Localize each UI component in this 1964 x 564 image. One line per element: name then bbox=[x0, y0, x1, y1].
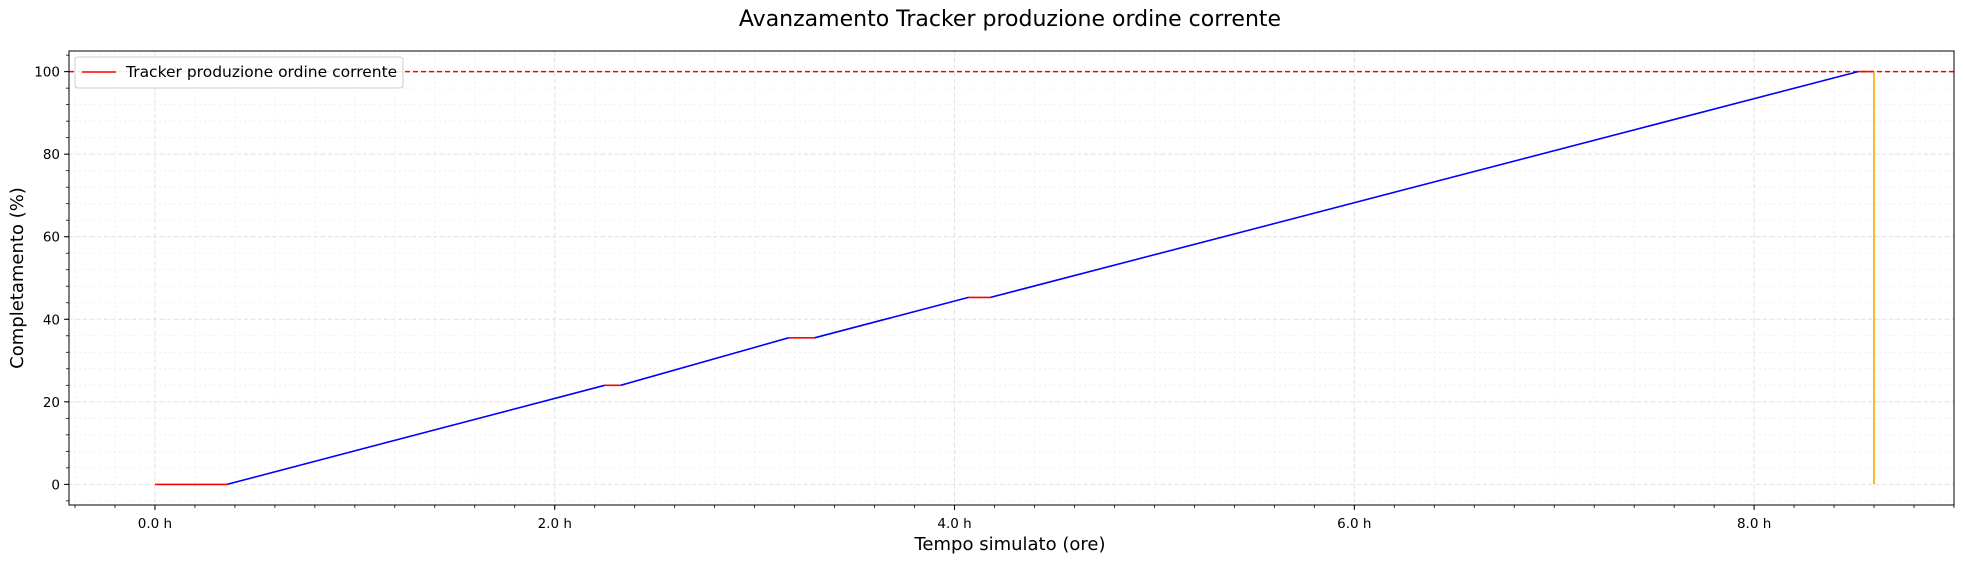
x-tick-label: 4.0 h bbox=[937, 516, 971, 532]
y-tick-label: 0 bbox=[51, 477, 60, 493]
y-tick-label: 40 bbox=[43, 312, 60, 328]
legend-box bbox=[74, 56, 404, 89]
x-axis-ticks: 0.0 h 2.0 h 4.0 h 6.0 h 8.0 h bbox=[74, 505, 1955, 532]
chart-title: Avanzamento Tracker produzione ordine co… bbox=[739, 7, 1281, 32]
y-tick-label: 100 bbox=[34, 65, 60, 81]
plot-frame bbox=[68, 50, 1955, 506]
x-tick-label: 6.0 h bbox=[1337, 516, 1371, 532]
legend-entry: Tracker produzione ordine corrente bbox=[125, 63, 397, 81]
x-axis-label: Tempo simulato (ore) bbox=[914, 534, 1106, 555]
y-axis-label: Completamento (%) bbox=[7, 187, 28, 369]
major-grid bbox=[69, 51, 1954, 505]
y-tick-label: 80 bbox=[43, 147, 60, 163]
y-tick-label: 20 bbox=[43, 395, 60, 411]
series-1-segment bbox=[620, 337, 789, 387]
y-axis-ticks: 0 20 40 60 80 100 bbox=[34, 54, 69, 502]
series-1-segment bbox=[226, 384, 605, 486]
series-1-segment bbox=[990, 70, 1859, 299]
x-tick-label: 0.0 h bbox=[138, 516, 172, 532]
minor-grid bbox=[69, 51, 1955, 505]
series-1-segment bbox=[814, 296, 969, 339]
x-tick-label: 2.0 h bbox=[538, 516, 572, 532]
legend: Tracker produzione ordine corrente bbox=[74, 56, 404, 89]
series-layer bbox=[155, 70, 1875, 486]
y-tick-label: 60 bbox=[43, 230, 60, 246]
x-tick-label: 8.0 h bbox=[1737, 516, 1771, 532]
